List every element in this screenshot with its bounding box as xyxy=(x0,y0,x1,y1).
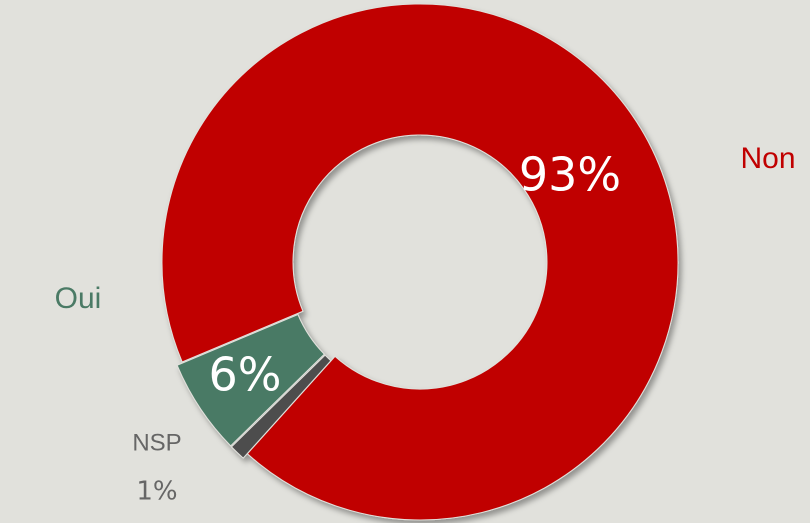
value-label: 1% xyxy=(136,477,177,507)
slice xyxy=(161,3,679,521)
value-label: 6% xyxy=(209,348,282,402)
category-label: NSP xyxy=(132,429,181,456)
category-label: Oui xyxy=(55,282,102,315)
value-label: 93% xyxy=(519,148,621,202)
slice xyxy=(230,354,332,459)
category-label: Non xyxy=(740,142,795,175)
slice xyxy=(176,313,325,447)
